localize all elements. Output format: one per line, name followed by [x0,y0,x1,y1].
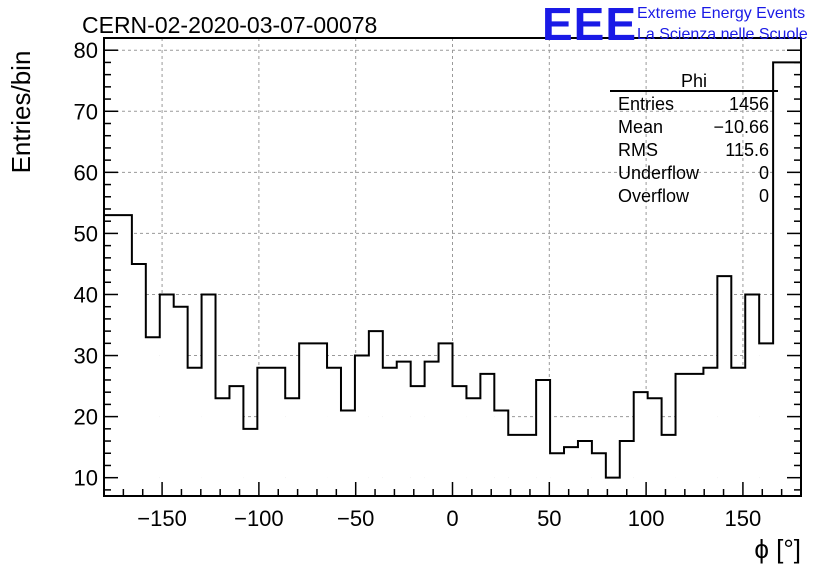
histogram-bin [647,398,662,496]
eee-logo: EEE Extreme Energy Events La Scienza nel… [542,0,808,50]
histogram-bin [187,367,202,496]
logo-mark: EEE [542,0,637,50]
histogram-bin [340,410,355,496]
histogram-bin [299,343,314,496]
histogram-bin [173,306,188,496]
histogram-bin [368,331,383,496]
histogram-bin [577,441,592,496]
histogram-bin [117,215,132,497]
histogram-bin [591,453,606,496]
histogram-bin [480,373,495,496]
stats-value: 115.6 [725,140,769,160]
histogram-bin [703,367,718,496]
histogram-outline [104,61,801,479]
histogram-bin [550,453,565,496]
histogram-bin [201,294,216,496]
histogram-bin [759,343,774,496]
x-tick-label: 50 [537,506,561,531]
histogram-bin [327,367,341,496]
histogram-bin [285,398,300,496]
histogram-bin [452,386,467,496]
y-tick-label: 30 [74,344,98,369]
histogram-bin [661,434,676,496]
histogram-bin [257,367,272,496]
y-tick-label: 70 [74,99,98,124]
histogram-bin [382,367,397,496]
stats-label: Mean [618,117,663,137]
x-axis-title: ϕ [°] [754,534,801,564]
histogram-bin [354,355,369,496]
histogram-bin [745,294,760,496]
stats-label: Overflow [618,186,690,206]
x-tick-label: −100 [234,506,284,531]
chart-title: CERN-02-2020-03-07-00078 [82,12,377,38]
stats-rows: Entries 1456 Mean −10.66 RMS 115.6 Underflow 0 O… [618,94,769,206]
stats-box: Phi Entries 1456 Mean −10.66 RMS 115.6 Underfl… [610,71,778,206]
histogram-bin [131,263,146,496]
histogram-bin [731,367,746,496]
x-tick-label: 150 [725,506,762,531]
stats-name: Phi [681,71,707,91]
stats-value: 0 [759,186,769,206]
histogram-bin [773,62,788,496]
histogram-bin [522,434,537,496]
y-axis-title: Entries/bin [6,51,36,174]
logo-line1: Extreme Energy Events [637,5,805,22]
histogram-bin [619,441,634,496]
axis-ticks [104,49,801,496]
y-tick-label: 50 [74,221,98,246]
stats-value: −10.66 [713,117,769,137]
logo-line2: La Scienza nelle Scuole [637,26,808,43]
histogram-bin [536,379,551,496]
histogram-bin [396,361,411,496]
histogram-bin [229,386,244,496]
histogram-bin [466,398,481,496]
histogram-bin [271,367,286,496]
x-tick-label: 0 [446,506,458,531]
histogram-bin [689,373,704,496]
stats-value: 1456 [729,94,769,114]
x-tick-label: −50 [337,506,374,531]
tick-labels: −150 −100 −50 0 50 100 150 10 20 30 40 50 60 70 80 [74,38,762,531]
histogram-bin [410,386,425,496]
histogram-bin [508,434,523,496]
histogram-bin [633,392,648,496]
histogram-bin [494,410,509,496]
x-tick-label: −150 [137,506,187,531]
stats-value: 0 [759,163,769,183]
stats-label: Entries [618,94,674,114]
histogram-bin [605,477,620,496]
y-tick-label: 20 [74,405,98,430]
y-tick-label: 80 [74,38,98,63]
y-tick-label: 60 [74,160,98,185]
histogram-bin [215,398,230,496]
stats-label: Underflow [618,163,700,183]
histogram-bin [145,337,160,496]
histogram-bars [104,61,801,497]
histogram-bin [564,447,578,496]
histogram-bin [438,343,453,496]
y-tick-label: 40 [74,282,98,307]
x-tick-label: 100 [628,506,665,531]
histogram-bin [159,294,174,496]
histogram-bin [313,343,328,496]
histogram-bin [424,361,439,496]
y-tick-label: 10 [74,466,98,491]
histogram-bin [243,428,258,496]
stats-label: RMS [618,140,658,160]
histogram-bin [717,276,732,496]
histogram-bin [675,373,690,496]
histogram-bin [787,62,801,496]
